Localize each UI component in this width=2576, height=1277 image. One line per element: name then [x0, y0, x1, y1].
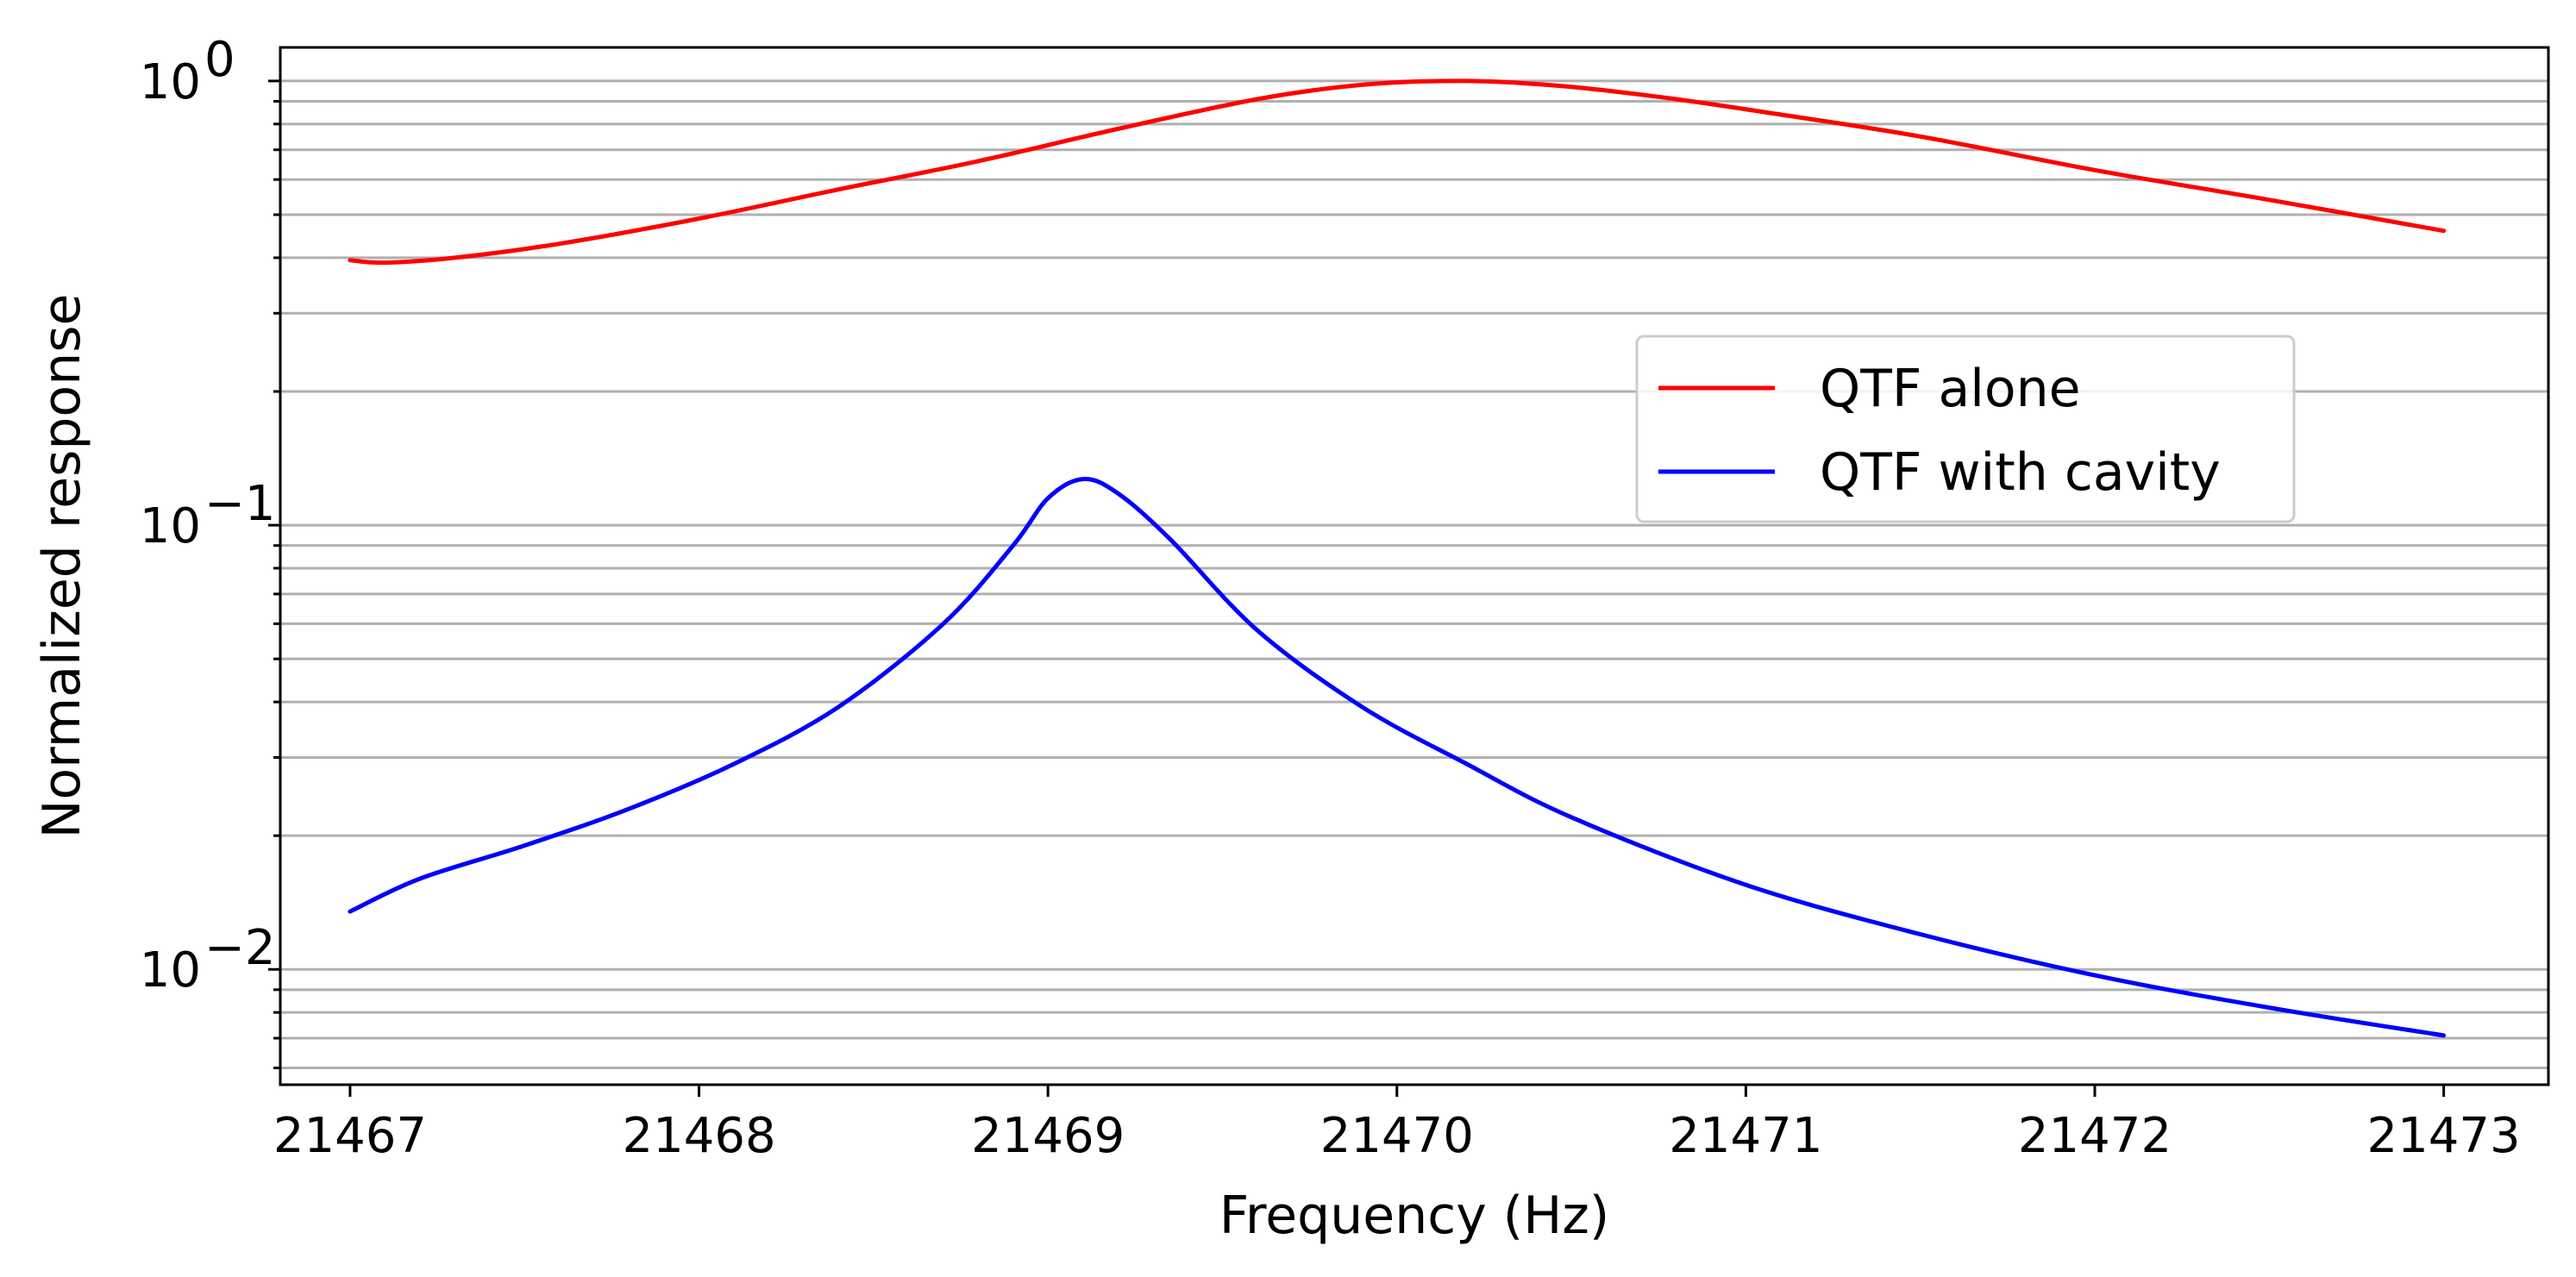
y-tick-label: 10: [140, 54, 201, 110]
legend-box: [1635, 335, 2296, 523]
x-axis: 21467 21468 21469 21470 21471 21472 21473: [273, 1085, 2521, 1164]
y-tick-label: 10: [140, 498, 201, 554]
legend-label: QTF alone: [1820, 359, 2081, 419]
x-tick-label: 21468: [622, 1108, 775, 1164]
y-tick-exponent: −2: [204, 920, 276, 976]
y-tick-label: 10: [140, 942, 201, 998]
x-axis-label: Frequency (Hz): [1219, 1186, 1609, 1246]
y-tick-exponent: −1: [204, 476, 276, 532]
y-tick-base: 10: [140, 942, 201, 998]
legend-label: QTF with cavity: [1820, 442, 2221, 503]
x-tick-label: 21472: [2018, 1108, 2172, 1164]
x-tick-label: 21471: [1669, 1108, 1822, 1164]
y-tick-exponent: 0: [204, 32, 235, 88]
grid: [280, 79, 2548, 1070]
y-axis-label: Normalized response: [32, 294, 92, 839]
x-tick-label: 21469: [971, 1108, 1125, 1164]
y-tick-base: 10: [140, 54, 201, 110]
plot-frame: [279, 46, 2550, 1086]
series-line-qtf-with-cavity: [348, 477, 2447, 1038]
series-line-qtf-alone: [348, 78, 2447, 266]
x-tick-label: 21470: [1320, 1108, 1474, 1164]
series-layer: [348, 78, 2447, 1038]
y-tick-base: 10: [140, 498, 201, 554]
x-tick-label: 21473: [2367, 1108, 2521, 1164]
legend: QTF alone QTF with cavity: [1635, 335, 2296, 523]
x-tick-label: 21467: [273, 1108, 427, 1164]
